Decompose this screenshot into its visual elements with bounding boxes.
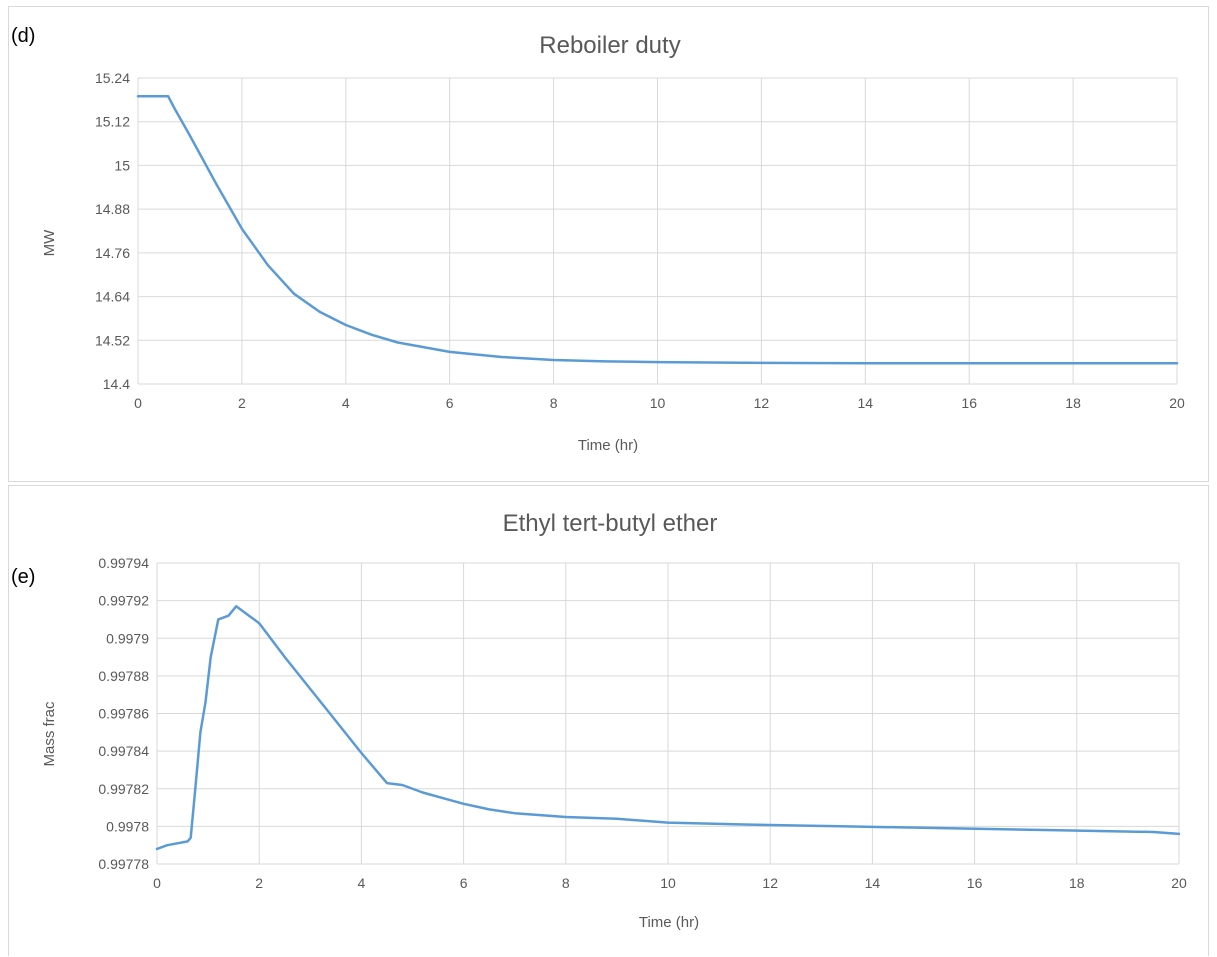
x-tick-label: 10 [650, 395, 666, 411]
x-tick-label: 16 [961, 395, 977, 411]
y-tick-label: 0.99792 [98, 593, 149, 609]
grid-lines [137, 77, 1178, 385]
x-tick-label: 2 [255, 875, 263, 891]
y-tick-label: 0.9978 [106, 818, 149, 834]
y-tick-label: 15 [114, 157, 130, 173]
x-tick-label: 0 [153, 875, 161, 891]
x-axis-title: Time (hr) [639, 914, 699, 931]
panel-label: (e) [11, 566, 35, 588]
x-tick-label: 18 [1065, 395, 1081, 411]
x-tick-labels: 0 2 4 6 8 10 12 14 16 18 20 [134, 395, 1185, 411]
x-tick-label: 14 [858, 395, 874, 411]
y-tick-label: 0.99794 [98, 555, 149, 571]
x-tick-label: 10 [660, 875, 676, 891]
x-axis-title: Time (hr) [578, 437, 638, 454]
y-tick-label: 0.99788 [98, 668, 149, 684]
y-tick-label: 14.88 [95, 201, 130, 217]
y-tick-label: 0.99786 [98, 706, 149, 722]
x-tick-label: 12 [754, 395, 770, 411]
x-tick-label: 16 [967, 875, 983, 891]
chart-title: Ethyl tert-butyl ether [503, 510, 718, 537]
x-tick-label: 20 [1169, 395, 1185, 411]
y-tick-label: 0.99784 [98, 743, 149, 759]
x-tick-label: 8 [562, 875, 570, 891]
series-group [136, 94, 1179, 365]
series-group [155, 605, 1181, 851]
panel-label: (d) [11, 25, 35, 47]
series-line [136, 94, 1179, 365]
x-tick-labels: 0 2 4 6 8 10 12 14 16 18 20 [153, 875, 1187, 891]
chart-panel-ethyl-tert-butyl-ether: 0.99778 0.9978 0.99782 0.99784 0.99786 0.9978… [8, 485, 1209, 956]
series-line [155, 605, 1181, 851]
y-tick-label: 14.52 [95, 332, 130, 348]
x-tick-label: 8 [550, 395, 558, 411]
y-tick-label: 0.99782 [98, 781, 149, 797]
y-tick-label: 0.9979 [106, 630, 149, 646]
y-tick-label: 14.64 [95, 289, 130, 305]
y-tick-labels: 0.99778 0.9978 0.99782 0.99784 0.99786 0.9978… [98, 555, 149, 872]
x-tick-label: 6 [446, 395, 454, 411]
x-tick-label: 20 [1171, 875, 1187, 891]
x-tick-label: 14 [865, 875, 881, 891]
chart-title: Reboiler duty [539, 32, 680, 59]
y-tick-labels: 14.4 14.52 14.64 14.76 14.88 15 15.12 15.24 [95, 70, 130, 392]
x-tick-label: 6 [460, 875, 468, 891]
etbe-mass-frac-chart: 0.99778 0.9978 0.99782 0.99784 0.99786 0.9978… [11, 510, 1187, 931]
x-tick-label: 4 [358, 875, 366, 891]
x-tick-label: 12 [762, 875, 778, 891]
grid-lines [156, 562, 1180, 865]
y-axis-title: MW [41, 229, 58, 256]
chart-panel-reboiler-duty: 14.4 14.52 14.64 14.76 14.88 15 15.12 15.24 0 2 4… [8, 6, 1209, 482]
y-axis-title: Mass frac [41, 701, 58, 767]
y-tick-label: 15.24 [95, 70, 130, 86]
x-tick-label: 0 [134, 395, 142, 411]
y-tick-label: 14.76 [95, 245, 130, 261]
y-tick-label: 14.4 [103, 376, 130, 392]
reboiler-duty-chart: 14.4 14.52 14.64 14.76 14.88 15 15.12 15.24 0 2 4… [11, 25, 1185, 454]
x-tick-label: 4 [342, 395, 350, 411]
x-tick-label: 2 [238, 395, 246, 411]
y-tick-label: 15.12 [95, 114, 130, 130]
y-tick-label: 0.99778 [98, 856, 149, 872]
x-tick-label: 18 [1069, 875, 1085, 891]
